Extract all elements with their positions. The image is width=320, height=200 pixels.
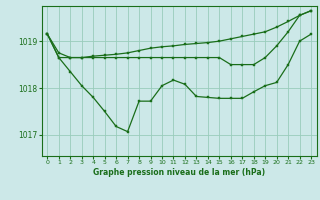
X-axis label: Graphe pression niveau de la mer (hPa): Graphe pression niveau de la mer (hPa) [93,168,265,177]
